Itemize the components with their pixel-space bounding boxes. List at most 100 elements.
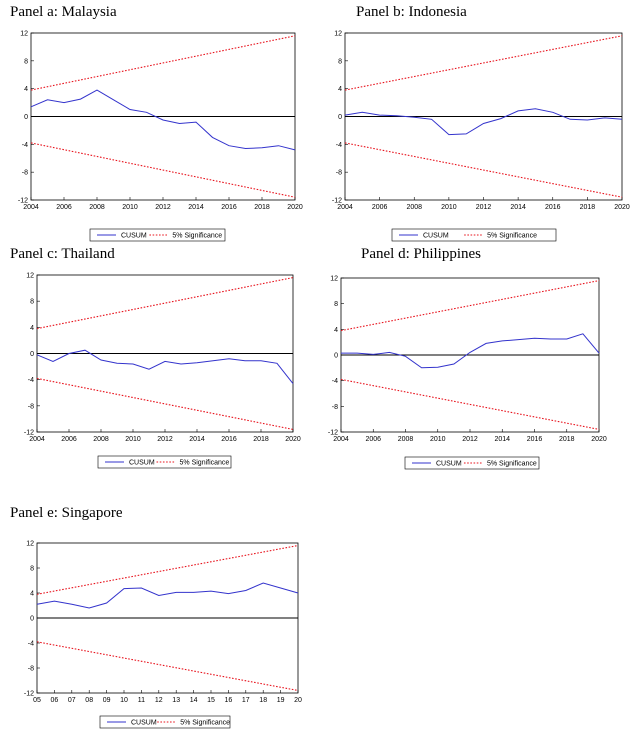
x-tick-label: 19 (277, 697, 285, 704)
legend-cusum-label: CUSUM (131, 720, 157, 727)
x-tick-label: 2012 (462, 436, 478, 443)
x-tick-label: 15 (207, 697, 215, 704)
y-tick-label: -12 (332, 198, 342, 205)
x-tick-label: 2010 (441, 204, 457, 211)
y-tick-label: -12 (328, 430, 338, 437)
y-tick-label: 8 (24, 58, 28, 65)
significance-upper-line (340, 280, 600, 332)
cusum-line (344, 108, 623, 136)
x-tick-label: 2016 (221, 204, 237, 211)
significance-lower-line (340, 378, 600, 430)
x-tick-label: 20 (294, 697, 302, 704)
legend: CUSUM 5% Significance (89, 228, 226, 242)
y-tick-label: -12 (18, 198, 28, 205)
x-tick-label: 2010 (430, 436, 446, 443)
x-tick-label: 17 (242, 697, 250, 704)
x-tick-label: 2020 (614, 204, 630, 211)
significance-upper-line (36, 544, 299, 595)
significance-lower-line (344, 142, 623, 198)
x-tick-label: 2018 (559, 436, 575, 443)
x-tick-label: 2006 (365, 436, 381, 443)
x-tick-label: 2006 (56, 204, 72, 211)
legend: CUSUM 5% Significance (99, 715, 231, 729)
panel-b-title: Panel b: Indonesia (356, 4, 467, 20)
y-tick-label: -4 (22, 142, 28, 149)
legend-cusum-label: CUSUM (423, 233, 449, 240)
x-tick-label: 2020 (287, 204, 303, 211)
x-tick-label: 2012 (155, 204, 171, 211)
y-tick-label: 12 (20, 31, 28, 38)
y-tick-label: -4 (332, 378, 338, 385)
x-tick-label: 2004 (333, 436, 349, 443)
legend-significance-label: 5% Significance (487, 233, 537, 240)
x-tick-label: 10 (120, 697, 128, 704)
y-tick-label: 12 (26, 541, 34, 548)
x-tick-label: 2020 (285, 436, 301, 443)
x-tick-label: 2008 (398, 436, 414, 443)
cusum-line (341, 333, 600, 369)
y-tick-label: 8 (30, 566, 34, 573)
y-tick-label: 4 (30, 591, 34, 598)
legend-significance-label: 5% Significance (180, 720, 230, 727)
y-tick-label: 4 (334, 327, 338, 334)
x-tick-label: 16 (225, 697, 233, 704)
y-tick-label: -8 (336, 170, 342, 177)
y-tick-label: -8 (332, 404, 338, 411)
x-tick-label: 2006 (372, 204, 388, 211)
x-tick-label: 06 (51, 697, 59, 704)
x-tick-label: 2020 (591, 436, 607, 443)
y-tick-label: 8 (338, 58, 342, 65)
legend-cusum-label: CUSUM (129, 460, 155, 467)
y-tick-label: 0 (30, 616, 34, 623)
x-tick-label: 2014 (494, 436, 510, 443)
legend: CUSUM 5% Significance (404, 456, 540, 470)
y-tick-label: 12 (330, 276, 338, 283)
y-tick-label: 12 (334, 31, 342, 38)
y-tick-label: 0 (338, 114, 342, 121)
panel-a-title: Panel a: Malaysia (10, 4, 117, 20)
y-tick-label: 4 (30, 325, 34, 332)
x-tick-label: 18 (259, 697, 267, 704)
x-tick-label: 13 (172, 697, 180, 704)
significance-upper-line (36, 277, 294, 330)
y-tick-label: -4 (336, 142, 342, 149)
significance-lower-line (30, 142, 296, 198)
x-tick-label: 2008 (406, 204, 422, 211)
x-tick-label: 2012 (157, 436, 173, 443)
x-tick-label: 2004 (337, 204, 353, 211)
significance-upper-line (30, 35, 296, 91)
cusum-line (30, 89, 296, 151)
legend-significance-label: 5% Significance (487, 461, 537, 468)
x-tick-label: 2010 (125, 436, 141, 443)
significance-lower-line (36, 377, 294, 430)
y-tick-label: 8 (334, 301, 338, 308)
x-tick-label: 2016 (527, 436, 543, 443)
y-tick-label: -8 (28, 403, 34, 410)
y-tick-label: 0 (24, 114, 28, 121)
x-tick-label: 08 (85, 697, 93, 704)
x-tick-label: 2014 (189, 436, 205, 443)
x-tick-label: 2016 (221, 436, 237, 443)
cusum-line (36, 349, 294, 384)
legend: CUSUM 5% Significance (391, 228, 557, 242)
x-tick-label: 11 (138, 697, 145, 704)
x-tick-label: 14 (190, 697, 198, 704)
y-tick-label: -8 (22, 170, 28, 177)
y-tick-label: -12 (24, 691, 34, 698)
x-tick-label: 07 (68, 697, 76, 704)
y-tick-label: -4 (28, 641, 34, 648)
x-tick-label: 2010 (122, 204, 138, 211)
legend-significance-label: 5% Significance (172, 233, 222, 240)
x-tick-label: 05 (33, 697, 41, 704)
x-tick-label: 2014 (510, 204, 526, 211)
panel-c-title: Panel c: Thailand (10, 246, 115, 262)
x-tick-label: 2018 (253, 436, 269, 443)
significance-upper-line (344, 35, 623, 91)
x-tick-label: 09 (103, 697, 111, 704)
